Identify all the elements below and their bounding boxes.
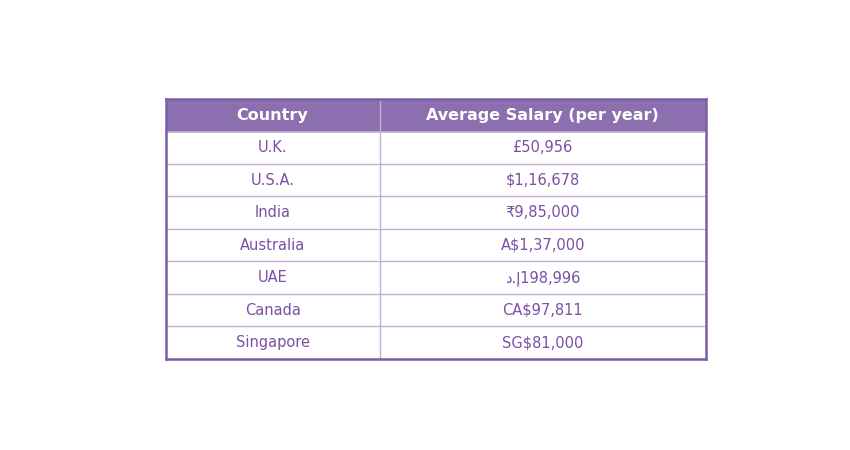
FancyBboxPatch shape — [166, 99, 706, 131]
Text: Country: Country — [236, 108, 309, 123]
Text: U.S.A.: U.S.A. — [251, 173, 295, 188]
Text: $1,16,678: $1,16,678 — [506, 173, 580, 188]
FancyBboxPatch shape — [166, 131, 706, 164]
Text: India: India — [255, 205, 291, 220]
Text: Australia: Australia — [240, 238, 305, 253]
Text: UAE: UAE — [258, 270, 287, 285]
FancyBboxPatch shape — [166, 326, 706, 359]
Text: Canada: Canada — [245, 303, 301, 318]
Text: U.K.: U.K. — [258, 140, 287, 155]
Text: د.إ198,996: د.إ198,996 — [505, 270, 581, 286]
Text: SG$81,000: SG$81,000 — [502, 335, 583, 350]
Text: £50,956: £50,956 — [513, 140, 573, 155]
Text: ₹9,85,000: ₹9,85,000 — [506, 205, 580, 220]
Text: CA$97,811: CA$97,811 — [502, 303, 583, 318]
FancyBboxPatch shape — [166, 164, 706, 197]
FancyBboxPatch shape — [166, 294, 706, 326]
FancyBboxPatch shape — [166, 261, 706, 294]
FancyBboxPatch shape — [166, 197, 706, 229]
Text: Singapore: Singapore — [235, 335, 309, 350]
FancyBboxPatch shape — [166, 229, 706, 261]
Text: A$1,37,000: A$1,37,000 — [501, 238, 585, 253]
Text: Average Salary (per year): Average Salary (per year) — [427, 108, 659, 123]
